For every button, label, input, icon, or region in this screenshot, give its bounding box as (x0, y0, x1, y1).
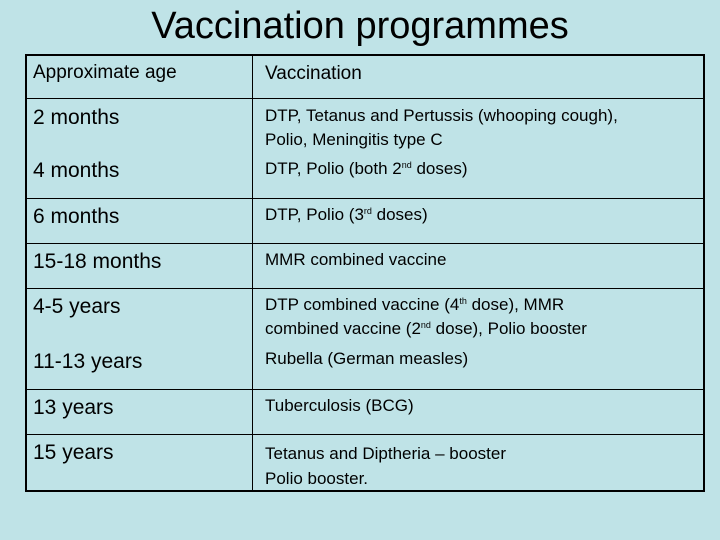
age-cell: 15-18 months (33, 250, 162, 273)
vaccination-line: Tetanus and Diptheria – booster (265, 444, 506, 463)
header-row: Approximate age Vaccination (27, 56, 703, 98)
vaccination-text: dose), MMR (466, 295, 565, 314)
age-cell: 4-5 years (33, 295, 121, 318)
vaccination-cell: Tuberculosis (BCG) (265, 396, 414, 415)
vaccination-table: Approximate age Vaccination 2 months DTP… (25, 54, 705, 492)
table-row: 15-18 months MMR combined vaccine (27, 243, 703, 288)
age-cell: 15 years (33, 441, 114, 464)
vaccination-text: combined vaccine (2 (265, 319, 421, 338)
table-row: 13 years Tuberculosis (BCG) (27, 389, 703, 434)
ordinal-suffix: rd (363, 206, 372, 216)
table-row: 4-5 years DTP combined vaccine (4th dose… (27, 288, 703, 344)
vaccination-cell: MMR combined vaccine (265, 250, 447, 269)
age-cell: 4 months (33, 159, 120, 182)
vaccination-text: dose), Polio booster (430, 319, 587, 338)
table-row: 2 months DTP, Tetanus and Pertussis (who… (27, 98, 703, 153)
vaccination-cell: DTP combined vaccine (4th dose), MMR com… (265, 293, 587, 341)
vaccination-cell: DTP, Tetanus and Pertussis (whooping cou… (265, 104, 618, 152)
header-age: Approximate age (33, 62, 177, 83)
vaccination-text: doses) (411, 159, 468, 178)
age-cell: 11-13 years (33, 350, 143, 373)
age-cell: 6 months (33, 205, 120, 228)
ordinal-suffix: nd (401, 160, 412, 170)
vaccination-text: DTP, Polio (both 2 (265, 159, 402, 178)
vaccination-line: combined vaccine (2nd dose), Polio boost… (265, 317, 587, 341)
table-row: 4 months DTP, Polio (both 2nd doses) (27, 153, 703, 198)
vaccination-line: Polio booster. (265, 469, 369, 488)
vaccination-cell: Tetanus and Diptheria – booster Polio bo… (265, 439, 506, 493)
table-row: 15 years Tetanus and Diptheria – booster… (27, 434, 703, 490)
vaccination-text: doses) (371, 205, 428, 224)
vaccination-text: DTP combined vaccine (4 (265, 295, 460, 314)
table-row: 11-13 years Rubella (German measles) (27, 344, 703, 389)
vaccination-cell: DTP, Polio (both 2nd doses) (265, 157, 467, 181)
vaccination-line: DTP combined vaccine (4th dose), MMR (265, 293, 587, 317)
vaccination-cell: DTP, Polio (3rd doses) (265, 203, 428, 227)
vaccination-line: DTP, Tetanus and Pertussis (whooping cou… (265, 106, 618, 125)
column-divider (252, 56, 253, 490)
age-cell: 13 years (33, 396, 114, 419)
table-row: 6 months DTP, Polio (3rd doses) (27, 198, 703, 243)
header-vaccination: Vaccination (265, 63, 362, 84)
ordinal-suffix: th (459, 296, 467, 306)
age-cell: 2 months (33, 106, 120, 129)
ordinal-suffix: nd (420, 320, 431, 330)
vaccination-text: DTP, Polio (3 (265, 205, 364, 224)
vaccination-line: Polio, Meningitis type C (265, 130, 443, 149)
vaccination-cell: Rubella (German measles) (265, 349, 469, 368)
slide-title: Vaccination programmes (151, 5, 569, 47)
